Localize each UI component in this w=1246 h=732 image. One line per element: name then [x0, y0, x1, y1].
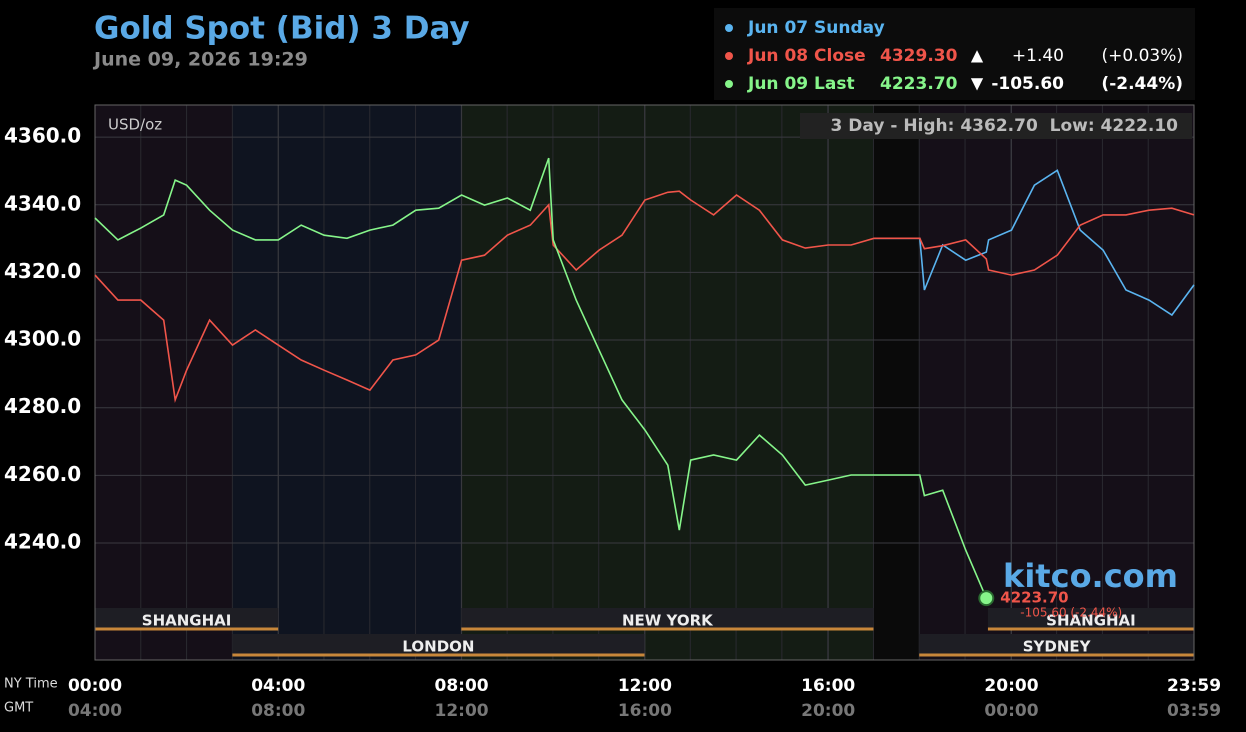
gmt-tick-label: 03:59 [1167, 701, 1221, 721]
legend-label: Jun 09 Last [747, 74, 855, 94]
series-line [94, 157, 988, 599]
legend-marker [725, 80, 733, 88]
y-tick-label: 4260.0 [4, 462, 81, 486]
session-bar [461, 608, 874, 630]
legend-change-pct: (+0.03%) [1101, 46, 1183, 66]
legend-label: Jun 07 Sunday [747, 18, 885, 38]
session-shade [95, 105, 233, 660]
session-bar [987, 608, 1194, 630]
legend-arrow: ▼ [971, 74, 984, 93]
legend-change-pct: (-2.44%) [1101, 74, 1183, 94]
series-line [94, 190, 1195, 404]
legend-change: -105.60 [991, 74, 1064, 94]
y-tick-label: 4360.0 [4, 124, 81, 148]
legend-box [714, 8, 1195, 100]
gmt-tick-label: 16:00 [618, 701, 672, 721]
x-tick-label: 16:00 [801, 676, 855, 696]
session-label: SHANGHAI [142, 612, 232, 630]
watermark: kitco.com [1003, 557, 1178, 595]
session-label: NEW YORK [622, 612, 714, 630]
x2-axis-label: GMT [4, 701, 33, 716]
unit-label: USD/oz [108, 116, 162, 134]
session-bar [95, 608, 279, 630]
chart-title: Gold Spot (Bid) 3 Day [94, 11, 470, 47]
legend-marker [725, 52, 733, 60]
x-tick-label: 23:59 [1167, 676, 1221, 696]
chart-subtitle: June 09, 2026 19:29 [92, 49, 308, 71]
legend-change: +1.40 [1012, 46, 1064, 66]
x-tick-label: 12:00 [618, 676, 672, 696]
x-tick-label: 04:00 [251, 676, 305, 696]
range-note-box [800, 113, 1192, 139]
session-label: LONDON [402, 638, 474, 656]
legend-price: 4223.70 [880, 74, 958, 94]
plot-frame [94, 104, 1195, 661]
x-tick-label: 08:00 [435, 676, 489, 696]
y-tick-label: 4300.0 [4, 327, 81, 351]
session-bar [919, 634, 1194, 656]
last-label: 4223.70 [1000, 589, 1068, 607]
gmt-tick-label: 20:00 [801, 701, 855, 721]
range-note: 3 Day - High: 4362.70 Low: 4222.10 [831, 116, 1179, 136]
gmt-tick-label: 04:00 [68, 701, 122, 721]
x-axis-label: NY Time [4, 677, 58, 692]
series-line [874, 169, 1195, 317]
legend-marker [725, 24, 733, 32]
y-tick-label: 4240.0 [4, 529, 81, 553]
last-change-label: -105.60 (-2.44%) [1020, 606, 1122, 620]
gmt-tick-label: 08:00 [251, 701, 305, 721]
x-tick-label: 00:00 [68, 676, 122, 696]
session-shade [461, 105, 874, 660]
y-tick-label: 4340.0 [4, 191, 81, 215]
last-point [978, 590, 995, 607]
gmt-tick-label: 00:00 [984, 701, 1038, 721]
x-tick-label: 20:00 [984, 676, 1038, 696]
session-label: SHANGHAI [1046, 612, 1136, 630]
gmt-tick-label: 12:00 [435, 701, 489, 721]
session-label: SYDNEY [1023, 638, 1092, 656]
session-shade [232, 105, 462, 660]
session-bar [232, 634, 645, 656]
y-tick-label: 4280.0 [4, 394, 81, 418]
y-tick-label: 4320.0 [4, 259, 81, 283]
legend-label: Jun 08 Close [747, 46, 866, 66]
legend-price: 4329.30 [880, 46, 958, 66]
session-shade [873, 105, 920, 660]
legend-arrow: ▲ [971, 46, 984, 65]
